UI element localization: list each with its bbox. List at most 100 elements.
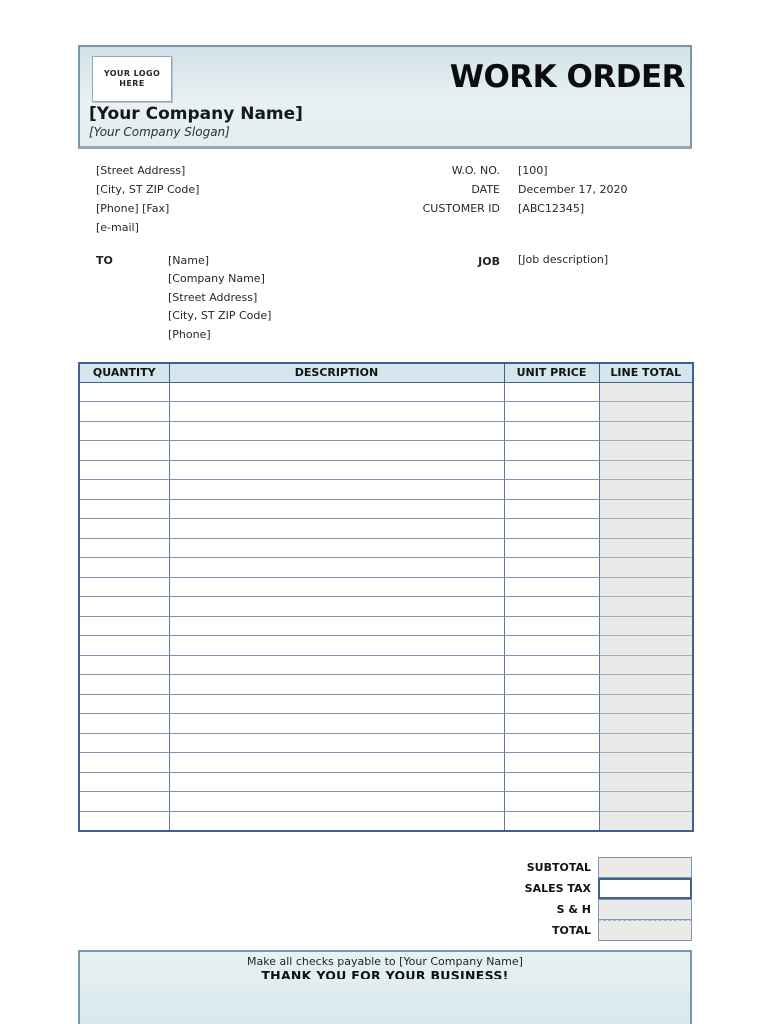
cell-description[interactable] [168, 576, 505, 597]
cell-line-total[interactable] [598, 576, 694, 597]
cell-line-total[interactable] [598, 459, 694, 480]
company-city-state-zip[interactable]: [City, ST ZIP Code] [96, 183, 200, 196]
cell-unit-price[interactable] [503, 752, 600, 773]
cell-line-total[interactable] [598, 654, 694, 675]
cell-unit-price[interactable] [503, 420, 600, 441]
cell-unit-price[interactable] [503, 479, 600, 500]
cell-description[interactable] [168, 791, 505, 812]
cell-unit-price[interactable] [503, 557, 600, 578]
cell-line-total[interactable] [598, 518, 694, 539]
cell-unit-price[interactable] [503, 654, 600, 675]
wo-number-value[interactable]: [100] [518, 164, 548, 177]
cell-quantity[interactable] [78, 771, 170, 792]
cell-description[interactable] [168, 674, 505, 695]
to-company-name[interactable]: [Company Name] [168, 272, 265, 286]
cell-unit-price[interactable] [503, 596, 600, 617]
cell-unit-price[interactable] [503, 537, 600, 558]
cell-quantity[interactable] [78, 674, 170, 695]
cell-line-total[interactable] [598, 420, 694, 441]
cell-description[interactable] [168, 518, 505, 539]
cell-quantity[interactable] [78, 440, 170, 461]
cell-description[interactable] [168, 440, 505, 461]
cell-line-total[interactable] [598, 401, 694, 422]
cell-unit-price[interactable] [503, 810, 600, 831]
cell-quantity[interactable] [78, 459, 170, 480]
customer-id-value[interactable]: [ABC12345] [518, 202, 585, 215]
cell-line-total[interactable] [598, 713, 694, 734]
cell-description[interactable] [168, 654, 505, 675]
cell-description[interactable] [168, 615, 505, 636]
cell-description[interactable] [168, 732, 505, 753]
cell-quantity[interactable] [78, 615, 170, 636]
cell-description[interactable] [168, 537, 505, 558]
cell-line-total[interactable] [598, 498, 694, 519]
cell-description[interactable] [168, 459, 505, 480]
cell-unit-price[interactable] [503, 791, 600, 812]
cell-quantity[interactable] [78, 401, 170, 422]
cell-quantity[interactable] [78, 693, 170, 714]
date-value[interactable]: December 17, 2020 [518, 183, 628, 196]
cell-line-total[interactable] [598, 674, 694, 695]
cell-quantity[interactable] [78, 576, 170, 597]
to-city-state-zip[interactable]: [City, ST ZIP Code] [168, 309, 272, 323]
cell-line-total[interactable] [598, 791, 694, 812]
cell-quantity[interactable] [78, 381, 170, 402]
cell-description[interactable] [168, 693, 505, 714]
cell-description[interactable] [168, 498, 505, 519]
cell-quantity[interactable] [78, 635, 170, 656]
cell-unit-price[interactable] [503, 693, 600, 714]
cell-line-total[interactable] [598, 596, 694, 617]
cell-description[interactable] [168, 810, 505, 831]
cell-line-total[interactable] [598, 537, 694, 558]
cell-unit-price[interactable] [503, 576, 600, 597]
cell-quantity[interactable] [78, 713, 170, 734]
to-name[interactable]: [Name] [168, 254, 210, 267]
cell-line-total[interactable] [598, 479, 694, 500]
cell-unit-price[interactable] [503, 732, 600, 753]
cell-description[interactable] [168, 420, 505, 441]
cell-quantity[interactable] [78, 537, 170, 558]
cell-unit-price[interactable] [503, 440, 600, 461]
job-description-value[interactable]: [Job description] [518, 253, 609, 266]
cell-description[interactable] [168, 479, 505, 500]
cell-quantity[interactable] [78, 479, 170, 500]
cell-description[interactable] [168, 596, 505, 617]
total-value-box[interactable] [598, 920, 692, 941]
cell-unit-price[interactable] [503, 459, 600, 480]
cell-quantity[interactable] [78, 596, 170, 617]
cell-unit-price[interactable] [503, 401, 600, 422]
company-name[interactable]: [Your Company Name] [89, 104, 303, 124]
cell-description[interactable] [168, 635, 505, 656]
cell-line-total[interactable] [598, 615, 694, 636]
cell-unit-price[interactable] [503, 615, 600, 636]
cell-description[interactable] [168, 752, 505, 773]
to-street-address[interactable]: [Street Address] [168, 290, 258, 304]
cell-line-total[interactable] [598, 557, 694, 578]
cell-unit-price[interactable] [503, 771, 600, 792]
cell-unit-price[interactable] [503, 498, 600, 519]
cell-quantity[interactable] [78, 752, 170, 773]
cell-quantity[interactable] [78, 518, 170, 539]
cell-description[interactable] [168, 381, 505, 402]
subtotal-value-box[interactable] [598, 857, 692, 878]
cell-line-total[interactable] [598, 810, 694, 831]
cell-quantity[interactable] [78, 732, 170, 753]
company-street-address[interactable]: [Street Address] [96, 164, 186, 177]
cell-quantity[interactable] [78, 498, 170, 519]
cell-quantity[interactable] [78, 654, 170, 675]
cell-line-total[interactable] [598, 440, 694, 461]
cell-line-total[interactable] [598, 771, 694, 792]
cell-unit-price[interactable] [503, 713, 600, 734]
cell-description[interactable] [168, 713, 505, 734]
cell-description[interactable] [168, 557, 505, 578]
shipping-handling-value-box[interactable] [598, 899, 692, 920]
cell-unit-price[interactable] [503, 381, 600, 402]
cell-quantity[interactable] [78, 557, 170, 578]
cell-line-total[interactable] [598, 693, 694, 714]
sales-tax-value-box[interactable] [598, 878, 692, 899]
cell-quantity[interactable] [78, 420, 170, 441]
cell-line-total[interactable] [598, 732, 694, 753]
logo-placeholder[interactable]: YOUR LOGO HERE [92, 56, 172, 102]
company-email[interactable]: [e-mail] [96, 221, 139, 234]
cell-quantity[interactable] [78, 791, 170, 812]
